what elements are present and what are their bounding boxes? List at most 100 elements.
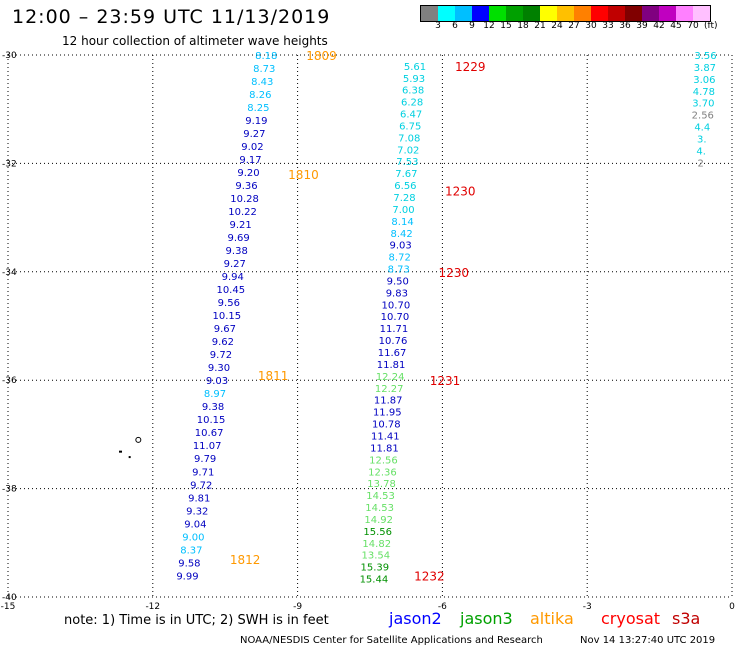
swh-value-label: 9.38	[202, 402, 224, 413]
lat-tick-label: -32	[2, 159, 17, 169]
swh-value-label: 9.17	[239, 155, 261, 166]
legend-swatch	[421, 6, 438, 21]
pass-time-label: 1812	[230, 553, 261, 567]
legend-tick-label: 12	[483, 21, 495, 31]
swh-value-label: 6.38	[402, 86, 424, 97]
legend-tick-label: 24	[551, 21, 563, 31]
generated-timestamp: Nov 14 13:27:40 UTC 2019	[580, 635, 716, 646]
credit-line: NOAA/NESDIS Center for Satellite Applica…	[240, 635, 543, 646]
swh-value-label: 10.45	[216, 285, 245, 296]
lat-tick-label: -38	[2, 485, 17, 495]
satellite-name-s3a: s3a	[672, 609, 701, 628]
swh-value-label: 7.08	[398, 133, 420, 144]
swh-value-label: 9.50	[387, 276, 409, 287]
swh-value-label: 9.58	[178, 558, 200, 569]
satellite-name-jason3: jason3	[460, 609, 513, 628]
legend-swatch	[574, 6, 591, 21]
swh-value-label: 9.02	[241, 142, 263, 153]
map-subtitle: 12 hour collection of altimeter wave hei…	[62, 34, 328, 48]
swh-value-label: 6.56	[394, 181, 416, 192]
legend-swatch	[540, 6, 557, 21]
legend-swatch	[557, 6, 574, 21]
legend-tick-label: 3	[435, 21, 441, 31]
pass-time-label: 1809	[306, 49, 337, 63]
swh-value-label: 9.27	[224, 259, 246, 270]
legend-tick-label: 36	[619, 21, 631, 31]
legend-swatch	[676, 6, 693, 21]
swh-value-label: 8.97	[204, 389, 226, 400]
swh-value-label: 9.20	[237, 168, 259, 179]
legend-tick-label: 6	[452, 21, 458, 31]
legend-swatch	[506, 6, 523, 21]
legend-tick-label: 21	[534, 21, 546, 31]
swh-value-label: 9.81	[188, 493, 210, 504]
swh-value-label: 10.15	[197, 415, 226, 426]
swh-value-label: 2	[697, 158, 703, 169]
legend-tick-label: 9	[469, 21, 475, 31]
swh-value-label: 12.56	[369, 455, 398, 466]
swh-value-label: 15.39	[361, 563, 390, 574]
swh-value-label: 12.36	[368, 467, 397, 478]
swh-value-label: 10.70	[381, 312, 410, 323]
lat-tick-label: -30	[2, 51, 17, 61]
swh-value-label: 9.67	[214, 324, 236, 335]
swh-value-label: 8.14	[391, 217, 413, 228]
legend-swatch	[625, 6, 642, 21]
legend-swatch	[472, 6, 489, 21]
lon-tick-label: -12	[145, 602, 160, 612]
swh-value-label: 7.00	[392, 205, 414, 216]
pass-time-label: 1230	[445, 185, 476, 199]
swh-value-label: 14.53	[365, 503, 394, 514]
legend-swatch	[591, 6, 608, 21]
swh-value-label: 11.67	[378, 348, 407, 359]
swh-value-label: 14.92	[364, 515, 393, 526]
satellite-name-jason2: jason2	[389, 609, 442, 628]
pass-time-label: 1229	[455, 60, 486, 74]
swh-value-label: 9.30	[208, 363, 230, 374]
legend-swatch	[523, 6, 540, 21]
swh-value-label: 11.81	[377, 360, 406, 371]
swh-value-label: 11.81	[370, 443, 399, 454]
map-title: 12:00 – 23:59 UTC 11/13/2019	[12, 6, 331, 28]
swh-value-label: 10.28	[230, 194, 259, 205]
lon-tick-label: -9	[293, 602, 302, 612]
swh-value-label: 9.21	[229, 220, 251, 231]
swh-value-label: 4.78	[693, 87, 715, 98]
swh-value-label: 9.94	[222, 272, 244, 283]
swh-value-label: 7.53	[396, 157, 418, 168]
pass-time-label: 1231	[430, 374, 461, 388]
swh-value-label: 11.87	[374, 396, 403, 407]
swh-value-label: 9.00	[182, 532, 204, 543]
swh-value-label: 9.19	[245, 116, 267, 127]
swh-value-label: 11.41	[371, 431, 400, 442]
swh-value-label: 8.73	[388, 265, 410, 276]
island-marker	[119, 450, 123, 453]
swh-value-label: 13.78	[367, 479, 396, 490]
swh-value-label: 3.	[697, 134, 707, 145]
swh-value-label: 14.53	[366, 491, 395, 502]
legend-swatch	[608, 6, 625, 21]
pass-time-label: 1811	[258, 369, 289, 383]
swh-value-label: 10.15	[213, 311, 242, 322]
swh-value-label: 9.72	[210, 350, 232, 361]
swh-value-label: 4.4	[694, 123, 710, 134]
swh-value-label: 8.43	[251, 77, 273, 88]
swh-value-label: 8.18	[255, 51, 277, 62]
lon-tick-label: 0	[729, 602, 735, 612]
swh-value-label: 9.36	[235, 181, 257, 192]
swh-value-label: 6.28	[401, 98, 423, 109]
swh-value-label: 10.70	[382, 300, 411, 311]
lat-tick-label: -36	[2, 376, 17, 386]
swh-value-label: 12.27	[375, 384, 404, 395]
swh-value-label: 9.38	[226, 246, 248, 257]
swh-value-label: 9.03	[206, 376, 228, 387]
lon-tick-label: -15	[1, 602, 16, 612]
swh-value-label: 11.07	[193, 441, 222, 452]
swh-value-label: 9.69	[228, 233, 250, 244]
swh-value-label: 7.02	[397, 145, 419, 156]
satellite-name-altika: altika	[530, 609, 574, 628]
swh-value-label: 8.73	[253, 64, 275, 75]
swh-value-label: 10.67	[195, 428, 224, 439]
swh-value-label: 3.70	[692, 99, 714, 110]
